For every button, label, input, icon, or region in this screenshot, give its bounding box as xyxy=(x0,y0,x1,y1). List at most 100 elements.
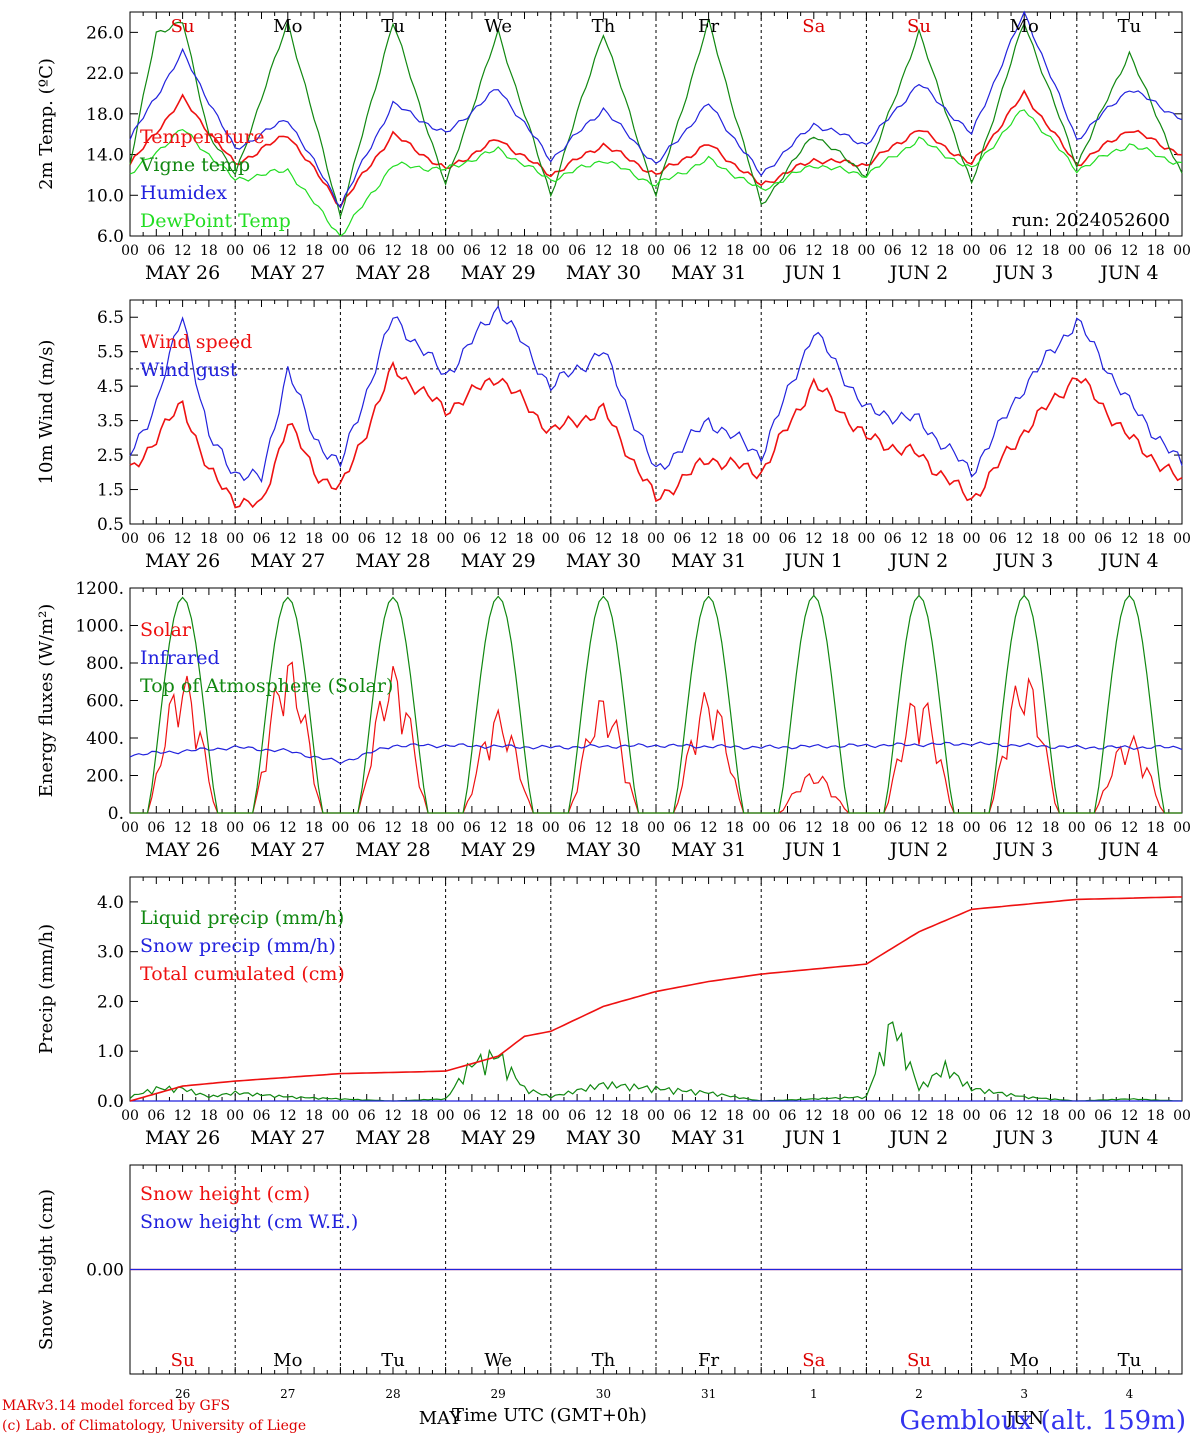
date-label: JUN 3 xyxy=(993,1127,1053,1149)
hour-tick-label: 06 xyxy=(568,531,586,547)
date-label: JUN 2 xyxy=(888,1127,948,1149)
weekday-label: Mo xyxy=(1010,16,1039,37)
y-tick-label: 1.0 xyxy=(97,1042,124,1062)
hour-tick-label: 06 xyxy=(463,531,481,547)
y-tick-label: 3.0 xyxy=(97,943,124,963)
hour-tick-label: 06 xyxy=(884,1108,902,1124)
y-tick-label: 10.0 xyxy=(86,186,124,206)
hour-tick-label: 06 xyxy=(884,531,902,547)
hour-tick-label: 12 xyxy=(489,243,507,259)
weekday-label: Tu xyxy=(381,1350,405,1371)
date-label: JUN 4 xyxy=(1098,550,1158,572)
plot-frame xyxy=(129,299,1183,525)
hour-tick-label: 06 xyxy=(147,1108,165,1124)
hour-tick-label: 00 xyxy=(752,243,770,259)
hour-tick-label: 12 xyxy=(700,820,718,836)
hour-tick-label: 18 xyxy=(1042,243,1060,259)
y-tick-label: 800. xyxy=(86,654,124,674)
legend-entry: Temperature xyxy=(140,126,264,148)
legend-entry: Liquid precip (mm/h) xyxy=(140,907,344,929)
hour-tick-label: 12 xyxy=(805,243,823,259)
date-label: MAY 27 xyxy=(250,550,325,572)
series-line-vigne-temp xyxy=(129,18,1183,219)
hour-tick-label: 12 xyxy=(594,1108,612,1124)
hour-tick-label: 00 xyxy=(647,531,665,547)
y-tick-label: 6.0 xyxy=(97,227,124,247)
date-label: JUN 3 xyxy=(993,262,1053,284)
hour-tick-label: 18 xyxy=(726,820,744,836)
weekday-label: Su xyxy=(907,1350,931,1371)
hour-tick-label: 00 xyxy=(226,243,244,259)
date-label: MAY 29 xyxy=(461,550,536,572)
hour-tick-label: 00 xyxy=(963,243,981,259)
weekday-label: Tu xyxy=(1118,16,1142,37)
hour-tick-label: 06 xyxy=(1094,243,1112,259)
day-number-label: 3 xyxy=(1020,1387,1028,1401)
y-tick-label: 200. xyxy=(86,767,124,787)
series-line-temperature xyxy=(129,89,1183,209)
legend-entry: Total cumulated (cm) xyxy=(140,963,345,985)
hour-tick-label: 06 xyxy=(1094,1108,1112,1124)
hour-tick-label: 12 xyxy=(805,820,823,836)
hour-tick-label: 06 xyxy=(989,531,1007,547)
hour-tick-label: 18 xyxy=(1147,243,1165,259)
hour-tick-label: 06 xyxy=(568,243,586,259)
y-axis-title: Snow height (cm) xyxy=(36,1189,57,1350)
series-line-wind-speed xyxy=(129,360,1183,509)
hour-tick-label: 00 xyxy=(331,1108,349,1124)
hour-tick-label: 18 xyxy=(410,820,428,836)
day-number-label: 2 xyxy=(915,1387,923,1401)
hour-tick-label: 18 xyxy=(516,820,534,836)
day-number-label: 31 xyxy=(701,1387,716,1401)
hour-tick-label: 06 xyxy=(673,531,691,547)
date-label: MAY 30 xyxy=(566,262,641,284)
hour-tick-label: 18 xyxy=(1147,820,1165,836)
plot-frame xyxy=(129,587,1183,814)
hour-tick-label: 12 xyxy=(805,531,823,547)
date-label: JUN 4 xyxy=(1098,262,1158,284)
weekday-label: Fr xyxy=(698,1350,719,1371)
hour-tick-label: 18 xyxy=(936,820,954,836)
hour-tick-label: 06 xyxy=(673,243,691,259)
hour-tick-label: 12 xyxy=(910,820,928,836)
date-label: MAY 28 xyxy=(355,1127,430,1149)
hour-tick-label: 18 xyxy=(936,1108,954,1124)
hour-tick-label: 18 xyxy=(516,243,534,259)
date-label: JUN 2 xyxy=(888,839,948,861)
y-tick-label: 0. xyxy=(108,804,124,824)
date-label: MAY 30 xyxy=(566,839,641,861)
date-label: MAY 29 xyxy=(461,839,536,861)
y-axis-title: Energy fluxes (W/m²) xyxy=(36,604,57,798)
hour-tick-label: 00 xyxy=(437,820,455,836)
legend-entry: Solar xyxy=(140,619,192,641)
hour-tick-label: 00 xyxy=(752,820,770,836)
hour-tick-label: 12 xyxy=(279,1108,297,1124)
panel-snow: 0.00 Snow height (cm) Snow height (cm) Snow… xyxy=(36,1164,1183,1375)
date-label: JUN 3 xyxy=(993,839,1053,861)
date-label: JUN 3 xyxy=(993,550,1053,572)
hour-tick-label: 06 xyxy=(463,1108,481,1124)
y-tick-label: 26.0 xyxy=(86,23,124,43)
hour-tick-label: 12 xyxy=(910,531,928,547)
hour-tick-label: 12 xyxy=(174,531,192,547)
month-label: MAY xyxy=(419,1408,463,1429)
hour-tick-label: 00 xyxy=(857,531,875,547)
hour-tick-label: 06 xyxy=(568,820,586,836)
date-label: MAY 31 xyxy=(671,1127,746,1149)
day-number-label: 26 xyxy=(175,1387,190,1401)
hour-tick-label: 00 xyxy=(542,1108,560,1124)
hour-tick-label: 00 xyxy=(121,820,139,836)
date-label: MAY 27 xyxy=(250,839,325,861)
hour-tick-label: 12 xyxy=(174,1108,192,1124)
model-credit: MARv3.14 model forced by GFS xyxy=(2,1398,231,1414)
day-number-label: 29 xyxy=(491,1387,506,1401)
date-label: MAY 28 xyxy=(355,262,430,284)
y-tick-label: 4.0 xyxy=(97,893,124,913)
date-label: MAY 29 xyxy=(461,262,536,284)
hour-tick-label: 06 xyxy=(253,531,271,547)
hour-tick-label: 12 xyxy=(1120,1108,1138,1124)
y-tick-label: 14.0 xyxy=(86,146,124,166)
weekday-label: Mo xyxy=(273,1350,302,1371)
x-axis-label: Time UTC (GMT+0h) xyxy=(452,1405,647,1426)
